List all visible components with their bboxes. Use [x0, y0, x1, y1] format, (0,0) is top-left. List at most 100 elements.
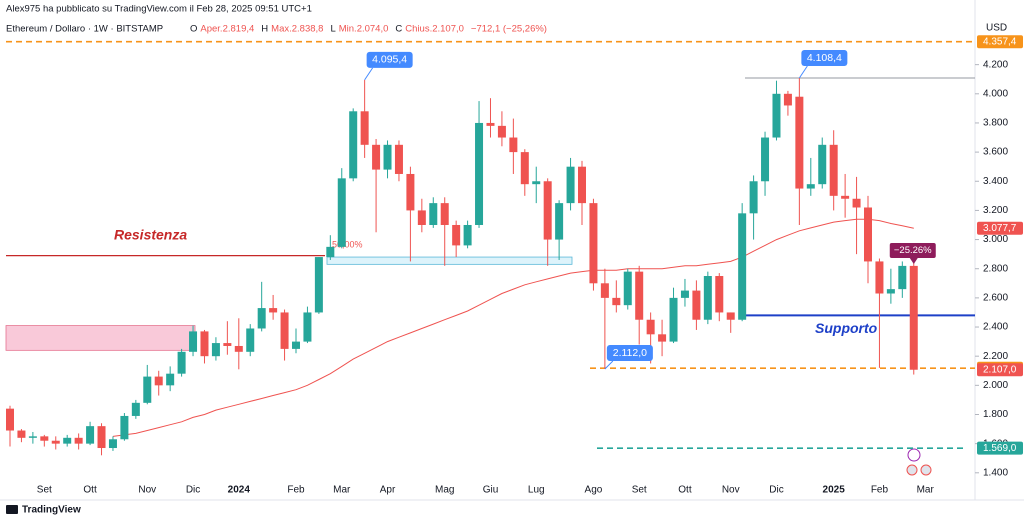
zone [5, 325, 196, 351]
ohlc-legend-item: Min.2.074,0 [339, 24, 389, 35]
candle-body [303, 312, 312, 342]
candle-body [623, 271, 632, 306]
candle-body [51, 440, 60, 444]
ohlc-legend-item: Aper.2.819,4 [200, 24, 254, 35]
callout-pointer [364, 67, 374, 81]
x-tick-label: Nov [722, 485, 740, 496]
candle-body [28, 436, 37, 438]
candle-body [497, 125, 506, 138]
y-tick-label: 3.400 [983, 176, 1008, 187]
header: Alex975 ha pubblicato su TradingView.com… [6, 4, 312, 15]
callout-box [366, 51, 413, 68]
ohlc-legend-item: H [261, 24, 268, 35]
candle-body [74, 437, 83, 444]
candle-body [680, 290, 689, 298]
candle-body [131, 402, 140, 416]
candle-body [612, 297, 621, 306]
candle-body [646, 319, 655, 335]
zone [326, 256, 573, 265]
candle-body [177, 351, 186, 374]
candle-body [6, 408, 14, 431]
candle-body [486, 122, 495, 126]
y-tick-label: 3.200 [983, 205, 1008, 216]
y-tick-label: 2.000 [983, 380, 1008, 391]
y-tick-label: 2.800 [983, 263, 1008, 274]
event-icons [906, 448, 932, 476]
candle-body [692, 290, 701, 320]
change-callout-label: −25.26% [894, 245, 932, 256]
candle-body [337, 178, 346, 247]
candle-body [600, 283, 609, 298]
candle-body [326, 246, 335, 258]
x-tick-label: Feb [287, 485, 305, 496]
ohlc-legend-item: Max.2.838,8 [271, 24, 323, 35]
candle-body [703, 276, 712, 320]
candle-body [578, 166, 586, 204]
candle-body [383, 144, 392, 170]
symbol: Ethereum / Dollaro · 1W · BITSTAMP [6, 24, 163, 35]
candle-body [864, 207, 872, 262]
candle-body [669, 297, 678, 342]
candle-body [349, 111, 358, 179]
x-tick-label: 2025 [823, 485, 846, 496]
ohlc-legend-item: O [190, 24, 197, 35]
x-tick-label: Giu [483, 485, 499, 496]
price-badge [977, 441, 1023, 455]
candle-body [17, 430, 26, 438]
y-tick-label: 1.800 [983, 409, 1008, 420]
ohlc-legend-item: C [395, 24, 402, 35]
candle-body [257, 308, 266, 329]
candle-body [898, 265, 907, 290]
candle-body [452, 224, 461, 246]
x-tick-label: Lug [528, 485, 545, 496]
y-tick-label: 1.400 [983, 467, 1008, 478]
y-tick-label: 3.000 [983, 234, 1008, 245]
callout-pointer [604, 360, 614, 370]
candle-body [726, 312, 735, 320]
candle-body [875, 261, 884, 294]
y-tick-label: 3.600 [983, 147, 1008, 158]
change-callout-box [889, 243, 936, 258]
candle-body [417, 210, 426, 225]
callout-pointer [798, 65, 808, 79]
change-callout-arrow [909, 258, 918, 264]
candle-body [211, 343, 220, 357]
candle-body [246, 328, 255, 352]
candle-body [520, 152, 529, 185]
candle-body [795, 96, 804, 189]
x-tick-label: Feb [871, 485, 889, 496]
candle-body [909, 265, 918, 370]
candle-body [429, 203, 438, 225]
candle-body [532, 181, 541, 185]
y-tick-label: 2.400 [983, 322, 1008, 333]
candle-body [314, 257, 323, 313]
y-tick-label: 2.200 [983, 351, 1008, 362]
candle-body [292, 341, 300, 349]
candle-body [841, 195, 850, 199]
price-badge-label: 2.107,0 [983, 364, 1017, 375]
callout-label: 2.112,0 [613, 347, 647, 359]
price-badge-label: 3.077,7 [983, 223, 1017, 234]
x-tick-label: Mar [917, 485, 935, 496]
candle-body [806, 184, 815, 189]
candle-body [509, 137, 518, 153]
ohlc-legend-item: −712,1 (−25,26%) [471, 24, 547, 35]
x-tick-label: Set [37, 485, 52, 496]
candle-body [97, 426, 106, 449]
candle-body [715, 276, 724, 313]
candle-body [189, 331, 198, 352]
candle-body [658, 334, 667, 342]
price-badge-label: 4.357,4 [983, 36, 1017, 47]
y-tick-label: 2.600 [983, 293, 1008, 304]
candle-body [120, 415, 129, 440]
candle-body [234, 345, 243, 352]
candle-body [406, 173, 415, 211]
currency: USD [986, 23, 1007, 34]
y-tick-label: 4.000 [983, 88, 1008, 99]
candle-body [783, 93, 792, 106]
candle-body [749, 181, 758, 214]
x-tick-label: 2024 [228, 485, 251, 496]
ohlc-legend-item: L [330, 24, 335, 35]
x-tick-label: Set [632, 485, 647, 496]
tv-logo [6, 505, 18, 514]
